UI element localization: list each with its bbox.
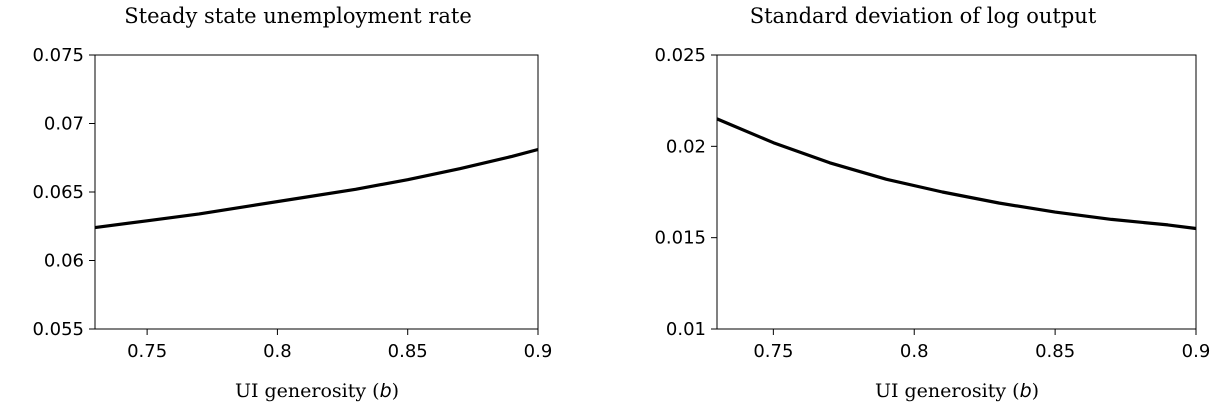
x-axis-label-text: UI generosity ( — [235, 380, 380, 402]
plot-frame — [94, 54, 539, 330]
x-tick-label: 0.9 — [524, 341, 553, 362]
y-axis: 0.01 0.015 0.02 0.025 — [654, 45, 717, 340]
x-tick-label: 0.9 — [1182, 341, 1211, 362]
y-axis: 0.055 0.06 0.065 0.07 0.075 — [32, 45, 95, 340]
y-tick-label: 0.075 — [32, 45, 84, 66]
plot-frame — [716, 54, 1197, 330]
x-tick-label: 0.85 — [1035, 341, 1075, 362]
x-axis-label: UI generosity (b) — [235, 380, 399, 402]
x-axis-label-text: UI generosity ( — [875, 380, 1020, 402]
chart-title: Standard deviation of log output — [750, 4, 1097, 28]
x-tick-label: 0.85 — [388, 341, 428, 362]
series-lines — [94, 147, 539, 230]
x-axis-label-variable: b — [1020, 380, 1032, 402]
x-axis: 0.75 0.8 0.85 0.9 — [127, 329, 552, 362]
y-tick-label: 0.06 — [44, 251, 84, 272]
x-axis: 0.75 0.8 0.85 0.9 — [753, 329, 1210, 362]
chart-title: Steady state unemployment rate — [124, 4, 472, 28]
y-tick-label: 0.065 — [32, 182, 84, 203]
y-tick-label: 0.015 — [654, 228, 706, 249]
chart-panel-unemployment: Steady state unemployment rate 0.75 0.8 0.… — [32, 4, 552, 402]
y-tick-label: 0.02 — [666, 136, 706, 157]
y-tick-label: 0.025 — [654, 45, 706, 66]
x-tick-label: 0.75 — [127, 341, 167, 362]
x-tick-label: 0.75 — [753, 341, 793, 362]
series-line — [716, 117, 1197, 231]
x-tick-label: 0.8 — [263, 341, 292, 362]
x-axis-label-variable: b — [380, 380, 392, 402]
series-lines — [716, 117, 1197, 231]
x-tick-label: 0.8 — [900, 341, 929, 362]
y-tick-label: 0.01 — [666, 319, 706, 340]
y-tick-label: 0.07 — [44, 114, 84, 135]
x-axis-label-close: ) — [1032, 380, 1039, 402]
x-axis-label: UI generosity (b) — [875, 380, 1039, 402]
y-tick-label: 0.055 — [32, 319, 84, 340]
series-line — [94, 147, 539, 230]
x-axis-label-close: ) — [392, 380, 399, 402]
chart-panel-output: Standard deviation of log output 0.75 0.8… — [654, 4, 1210, 402]
